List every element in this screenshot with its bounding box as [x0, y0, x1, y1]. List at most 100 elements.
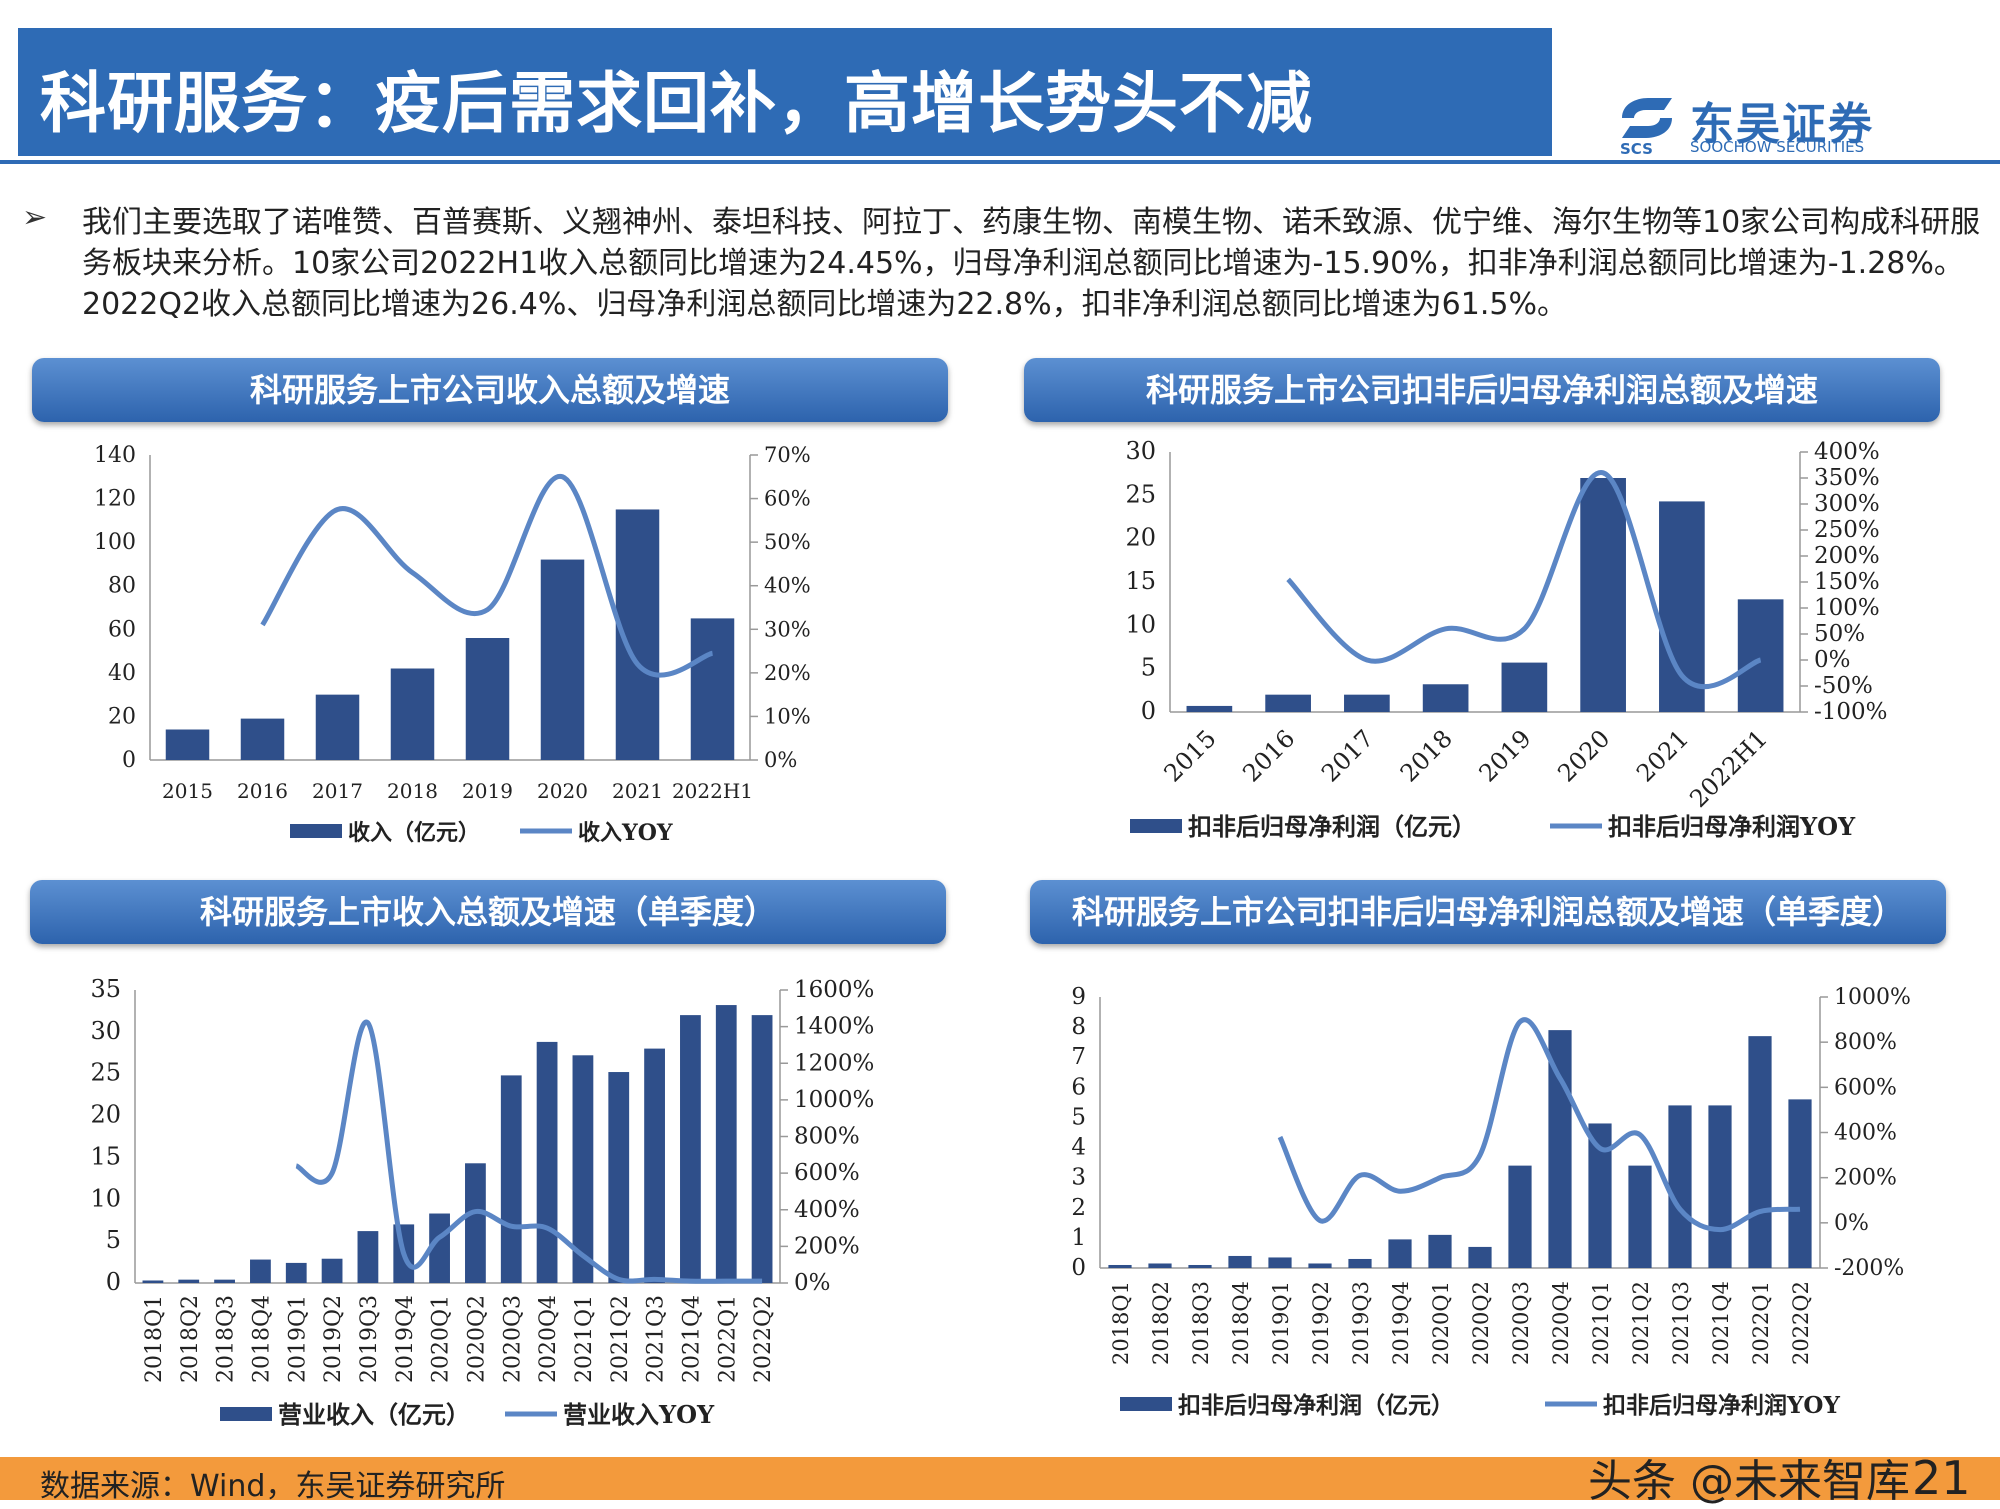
- bar: [165, 729, 210, 760]
- x-tick-label: 2020Q3: [500, 1295, 525, 1383]
- bar: [1228, 1255, 1252, 1268]
- bar: [1422, 684, 1469, 712]
- bar: [1501, 662, 1548, 712]
- x-tick-label: 2015: [1159, 724, 1222, 787]
- y-tick-label: 40: [108, 661, 136, 686]
- x-tick-label: 2017: [312, 779, 363, 803]
- yoy-line: [1286, 470, 1762, 690]
- x-tick-label: 2019Q3: [357, 1295, 382, 1383]
- x-tick-label: 2022H1: [1684, 724, 1773, 813]
- y2-tick-label: 1400%: [794, 1014, 874, 1040]
- summary-paragraph: 我们主要选取了诺唯赞、百普赛斯、义翘神州、泰坦科技、阿拉丁、药康生物、南模生物、…: [82, 205, 1981, 322]
- x-tick-label: 2019: [1474, 724, 1537, 787]
- y-tick-label: 100: [94, 530, 136, 555]
- bar: [321, 1258, 343, 1283]
- y-tick-label: 5: [1141, 654, 1156, 682]
- x-tick-label: 2016: [237, 779, 288, 803]
- y-tick-label: 30: [90, 1017, 121, 1045]
- x-tick-label: 2015: [162, 779, 213, 803]
- footer-bar: 数据来源：Wind，东吴证券研究所 头条 @未来智库 21: [0, 1451, 2000, 1507]
- bar: [1344, 694, 1390, 712]
- header-rule: [0, 160, 2000, 164]
- x-tick-label: 2020Q4: [536, 1295, 561, 1383]
- legend-bar-label: 营业收入（亿元）: [278, 1400, 470, 1429]
- bar: [465, 638, 510, 760]
- x-tick-label: 2022Q2: [1789, 1281, 1813, 1365]
- x-tick-label: 2022Q1: [1749, 1281, 1773, 1365]
- y-tick-label: 8: [1071, 1014, 1086, 1040]
- legend-line-label: 扣非后归母净利润YOY: [1603, 1392, 1840, 1419]
- x-tick-label: 2018Q2: [178, 1295, 203, 1383]
- bar: [1308, 1263, 1332, 1268]
- bar: [1737, 599, 1784, 712]
- bar: [1588, 1123, 1612, 1268]
- y-tick-label: 120: [94, 487, 136, 512]
- y2-tick-label: 50%: [1814, 621, 1865, 647]
- y-tick-label: 5: [1071, 1104, 1086, 1130]
- bar: [1108, 1264, 1132, 1268]
- y2-tick-label: 600%: [794, 1160, 860, 1186]
- y2-tick-label: 400%: [794, 1197, 860, 1223]
- x-tick-label: 2019Q4: [393, 1295, 418, 1383]
- y2-tick-label: 20%: [764, 661, 811, 685]
- bar: [250, 1259, 271, 1283]
- x-tick-label: 2019: [462, 779, 513, 803]
- bar: [240, 718, 285, 760]
- y2-tick-label: 800%: [1834, 1030, 1897, 1055]
- y-tick-label: 0: [122, 748, 136, 773]
- x-tick-label: 2019Q3: [1349, 1281, 1373, 1365]
- y2-tick-label: 600%: [1834, 1075, 1897, 1100]
- x-tick-label: 2022Q1: [715, 1295, 740, 1383]
- bar: [644, 1048, 665, 1283]
- y2-tick-label: 1200%: [794, 1050, 874, 1076]
- y2-tick-label: 800%: [794, 1124, 860, 1150]
- bar: [540, 559, 585, 760]
- bar: [751, 1015, 773, 1283]
- y-tick-label: 25: [90, 1059, 121, 1087]
- bar: [1468, 1246, 1492, 1268]
- y-tick-label: 0: [106, 1268, 121, 1296]
- data-source-note: 数据来源：Wind，东吴证券研究所: [40, 1469, 506, 1504]
- legend-bar-label: 扣非后归母净利润（亿元）: [1188, 812, 1476, 841]
- page-title: 科研服务：疫后需求回补，高增长势头不减: [40, 65, 1313, 142]
- x-tick-label: 2018Q4: [249, 1295, 274, 1383]
- y2-tick-label: 30%: [764, 617, 811, 641]
- bar: [1659, 501, 1705, 712]
- y2-tick-label: 400%: [1814, 439, 1880, 465]
- legend-bar-swatch: [290, 824, 342, 838]
- x-tick-label: 2019Q2: [321, 1295, 346, 1383]
- y2-tick-label: 70%: [764, 443, 811, 467]
- brand-logo: SCS 东吴证券 SOOCHOW SECURITIES: [1618, 88, 1898, 160]
- bar: [465, 1163, 486, 1283]
- x-tick-label: 2016: [1237, 724, 1300, 787]
- x-tick-label: 2020Q1: [1429, 1281, 1453, 1365]
- y-tick-label: 0: [1141, 697, 1156, 725]
- x-tick-label: 2019Q1: [285, 1295, 310, 1383]
- x-tick-label: 2021Q4: [679, 1295, 704, 1383]
- y2-tick-label: 200%: [1814, 543, 1880, 569]
- y-tick-label: 20: [90, 1101, 121, 1129]
- y2-tick-label: 100%: [1814, 595, 1880, 621]
- y-tick-label: 0: [1071, 1255, 1086, 1281]
- x-tick-label: 2021: [1631, 724, 1694, 787]
- x-tick-label: 2020Q2: [1469, 1281, 1493, 1365]
- x-tick-label: 2017: [1316, 724, 1379, 787]
- bar: [500, 1075, 522, 1283]
- x-tick-label: 2020Q4: [1549, 1281, 1573, 1365]
- bar: [1668, 1105, 1692, 1268]
- y2-tick-label: 250%: [1814, 517, 1880, 543]
- y-tick-label: 9: [1071, 984, 1086, 1010]
- legend-bar-swatch: [1120, 1397, 1172, 1411]
- bar: [690, 618, 735, 760]
- y2-tick-label: 1000%: [1834, 985, 1911, 1010]
- x-tick-label: 2018Q2: [1149, 1281, 1173, 1365]
- y2-tick-label: 40%: [764, 574, 811, 598]
- y-tick-label: 60: [108, 617, 136, 642]
- x-tick-label: 2018Q4: [1229, 1281, 1253, 1365]
- legend-bar-swatch: [1130, 819, 1182, 833]
- x-tick-label: 2020: [1552, 724, 1615, 787]
- y2-tick-label: 350%: [1814, 465, 1880, 491]
- y-tick-label: 15: [90, 1142, 121, 1170]
- y2-tick-label: 1600%: [794, 977, 874, 1003]
- bar: [1788, 1099, 1812, 1268]
